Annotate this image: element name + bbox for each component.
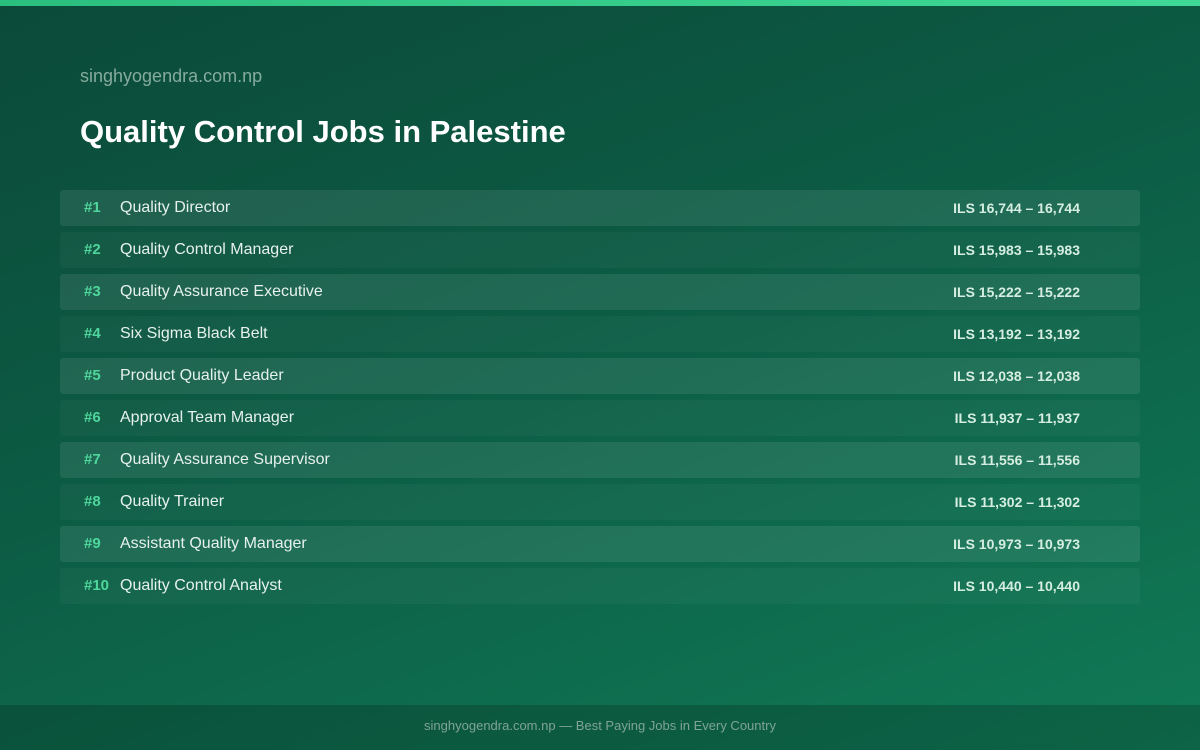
salary: ILS 10,973 – 10,973 [953, 536, 1080, 552]
rank: #2 [84, 241, 101, 258]
job-row: #1 Quality Director ILS 16,744 – 16,744 [60, 190, 1140, 226]
job-row: #7 Quality Assurance Supervisor ILS 11,556… [60, 442, 1140, 478]
rank: #1 [84, 199, 101, 216]
job-row: #3 Quality Assurance Executive ILS 15,222 … [60, 274, 1140, 310]
job-row: #6 Approval Team Manager ILS 11,937 – 11,9… [60, 400, 1140, 436]
rank: #5 [84, 367, 101, 384]
job-row: #9 Assistant Quality Manager ILS 10,973 – … [60, 526, 1140, 562]
job-title: Quality Control Analyst [120, 577, 282, 594]
salary: ILS 10,440 – 10,440 [953, 578, 1080, 594]
job-row: #2 Quality Control Manager ILS 15,983 – 15… [60, 232, 1140, 268]
job-title: Quality Control Manager [120, 241, 294, 258]
job-title: Product Quality Leader [120, 367, 284, 384]
salary: ILS 16,744 – 16,744 [953, 200, 1080, 216]
site-name: singhyogendra.com.np [80, 66, 263, 86]
job-row: #10 Quality Control Analyst ILS 10,440 – 1… [60, 568, 1140, 604]
job-title: Assistant Quality Manager [120, 535, 307, 552]
rank: #8 [84, 493, 101, 510]
job-title: Quality Assurance Executive [120, 283, 323, 300]
job-title: Six Sigma Black Belt [120, 325, 268, 342]
salary: ILS 11,302 – 11,302 [954, 494, 1080, 510]
rank: #10 [84, 577, 110, 594]
salary: ILS 15,222 – 15,222 [953, 284, 1080, 300]
rank: #4 [84, 325, 101, 342]
footer: singhyogendra.com.np — Best Paying Jobs … [0, 705, 1200, 750]
salary: ILS 12,038 – 12,038 [953, 368, 1080, 384]
rank: #9 [84, 535, 101, 552]
rank: #6 [84, 409, 101, 426]
salary: ILS 11,556 – 11,556 [954, 452, 1080, 468]
top-bar [0, 0, 1200, 6]
job-title: Approval Team Manager [120, 409, 295, 426]
rank: #3 [84, 283, 101, 300]
job-title: Quality Assurance Supervisor [120, 451, 330, 468]
rank: #7 [84, 451, 101, 468]
job-title: Quality Director [120, 199, 231, 216]
salary: ILS 15,983 – 15,983 [953, 242, 1080, 258]
salary: ILS 13,192 – 13,192 [953, 326, 1080, 342]
page-title: Quality Control Jobs in Palestine [80, 114, 566, 149]
job-row: #4 Six Sigma Black Belt ILS 13,192 – 13,19… [60, 316, 1140, 352]
job-title: Quality Trainer [120, 493, 225, 510]
job-row: #5 Product Quality Leader ILS 12,038 – 12,… [60, 358, 1140, 394]
salary: ILS 11,937 – 11,937 [954, 410, 1080, 426]
job-row: #8 Quality Trainer ILS 11,302 – 11,302 [60, 484, 1140, 520]
